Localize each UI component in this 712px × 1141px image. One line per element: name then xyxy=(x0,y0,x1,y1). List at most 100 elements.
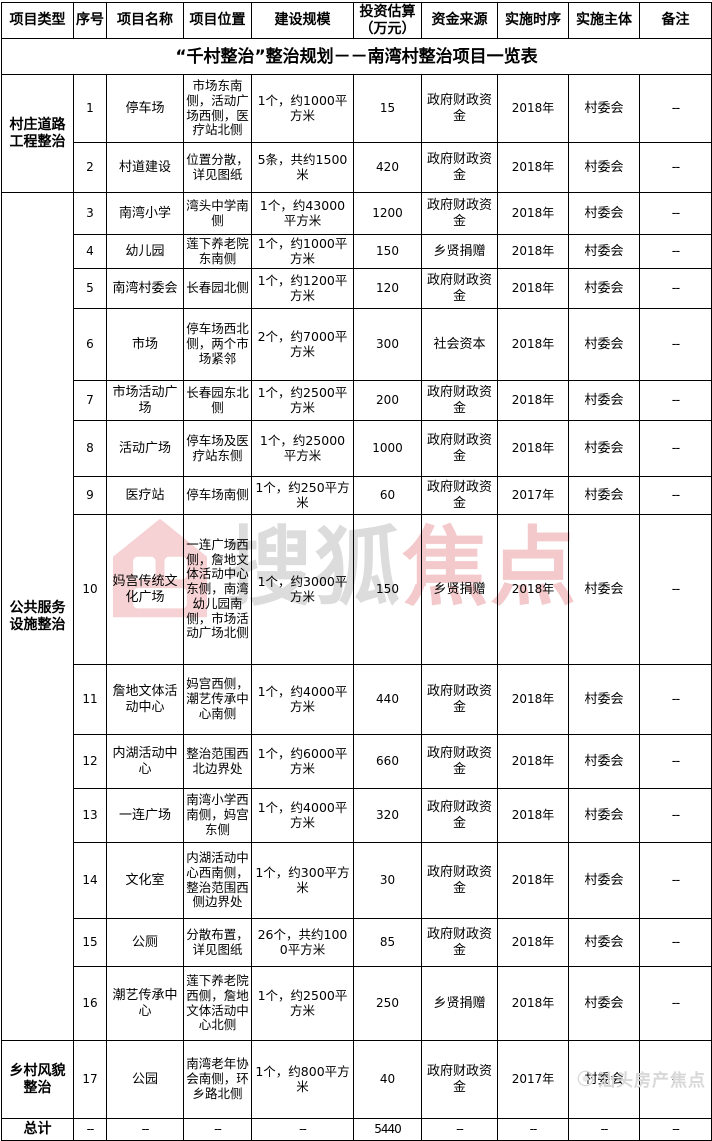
col-header-schedule: 实施时序 xyxy=(497,1,569,40)
cell-total-name: -- xyxy=(106,1118,184,1141)
cell-funding: 政府财政资金 xyxy=(421,420,498,478)
cell-name: 南湾小学 xyxy=(106,192,184,236)
cell-schedule: 2018年 xyxy=(497,514,569,666)
cell-index: 3 xyxy=(73,192,107,236)
cell-remark: -- xyxy=(639,308,712,382)
cell-scale: 5条，共约1500米 xyxy=(251,142,354,194)
cell-entity: 村委会 xyxy=(568,918,640,968)
cell-cost: 15 xyxy=(353,74,422,144)
cell-location: 分散布置，详见图纸 xyxy=(183,918,252,968)
cell-funding: 政府财政资金 xyxy=(421,74,498,144)
col-header-cost-line1: 投资估算 xyxy=(359,4,416,20)
cell-category: 村庄道路工程整治 xyxy=(1,74,74,194)
cell-funding: 政府财政资金 xyxy=(421,476,498,516)
cell-index: 13 xyxy=(73,788,107,844)
col-header-index: 序号 xyxy=(73,1,107,40)
cell-index: 12 xyxy=(73,734,107,790)
cell-entity: 村委会 xyxy=(568,308,640,382)
cell-scale: 1个，约6000平方米 xyxy=(251,734,354,790)
cell-entity: 村委会 xyxy=(568,788,640,844)
cell-scale: 1个，约4000平方米 xyxy=(251,788,354,844)
cell-name: 妈宫传统文化广场 xyxy=(106,514,184,666)
table-row: 公共服务设施整治 3 南湾小学 湾头中学南侧 1个，约43000平方米 1200 政府财政资… xyxy=(1,192,712,1042)
cell-schedule: 2018年 xyxy=(497,918,569,968)
cell-total-index: -- xyxy=(73,1118,107,1141)
cell-name: 一连广场 xyxy=(106,788,184,844)
cell-cost: 85 xyxy=(353,918,422,968)
cell-category: 公共服务设施整治 xyxy=(1,192,74,1042)
cell-schedule: 2018年 xyxy=(497,234,569,270)
cell-schedule: 2018年 xyxy=(497,192,569,236)
cell-cost: 440 xyxy=(353,664,422,736)
cell-location: 整治范围西北边界处 xyxy=(183,734,252,790)
cell-entity: 村委会 xyxy=(568,268,640,310)
cell-total-entity: -- xyxy=(568,1118,640,1141)
table-row: 5 南湾村委会 长春园北侧 1个，约1200平方米 120 政府财政资金 2018年 村委会 -… xyxy=(2,268,712,310)
cell-funding: 政府财政资金 xyxy=(421,918,498,968)
table-row: 15 公厕 分散布置，详见图纸 26个，共约1000平方米 85 政府财政资金 2018年村… xyxy=(2,918,712,968)
cell-index: 6 xyxy=(73,308,107,382)
cell-remark: -- xyxy=(639,142,712,194)
cell-name: 潮艺传承中心 xyxy=(106,966,184,1042)
col-header-location: 项目位置 xyxy=(183,1,252,40)
cell-funding: 政府财政资金 xyxy=(421,734,498,790)
cell-schedule: 2018年 xyxy=(497,268,569,310)
cell-location: 南湾老年协会南侧，环乡路北侧 xyxy=(183,1040,252,1120)
cell-index: 10 xyxy=(73,514,107,666)
cell-cost: 30 xyxy=(353,842,422,920)
col-header-funding: 资金来源 xyxy=(421,1,498,40)
col-header-remark: 备注 xyxy=(639,1,712,40)
cell-scale: 26个，共约1000平方米 xyxy=(251,918,354,968)
cell-location: 妈宫西侧，潮艺传承中心南侧 xyxy=(183,664,252,736)
cell-scale: 1个，约250平方米 xyxy=(251,476,354,516)
cell-schedule: 2018年 xyxy=(497,420,569,478)
cell-index: 5 xyxy=(73,268,107,310)
cell-index: 4 xyxy=(73,234,107,270)
cell-remark: -- xyxy=(639,966,712,1042)
cell-entity: 村委会 xyxy=(568,74,640,144)
cell-index: 16 xyxy=(73,966,107,1042)
cell-funding: 政府财政资金 xyxy=(421,142,498,194)
cell-scale: 1个，约2500平方米 xyxy=(251,966,354,1042)
cell-scale: 1个，约300平方米 xyxy=(251,842,354,920)
col-header-scale: 建设规模 xyxy=(251,1,354,40)
cell-scale: 1个，约1200平方米 xyxy=(251,268,354,310)
cell-category: 乡村风貌整治 xyxy=(1,1040,74,1120)
cell-cost: 200 xyxy=(353,380,422,422)
cell-total-funding: -- xyxy=(421,1118,498,1141)
table-row: 9 医疗站 停车场南侧 1个，约250平方米 60 政府财政资金 2017年 村委会 -- xyxy=(2,476,712,516)
cell-location: 停车场及医疗站东侧 xyxy=(183,420,252,478)
cell-scale: 1个，约25000平方米 xyxy=(251,420,354,478)
cell-entity: 村委会 xyxy=(568,234,640,270)
cell-index: 8 xyxy=(73,420,107,478)
cell-schedule: 2018年 xyxy=(497,788,569,844)
cell-name: 内湖活动中心 xyxy=(106,734,184,790)
cell-scale: 1个，约43000平方米 xyxy=(251,192,354,236)
cell-name: 南湾村委会 xyxy=(106,268,184,310)
page-title: “千村整治”整治规划－－南湾村整治项目一览表 xyxy=(1,38,712,76)
cell-scale: 1个，约4000平方米 xyxy=(251,664,354,736)
cell-remark: -- xyxy=(639,380,712,422)
cell-cost: 420 xyxy=(353,142,422,194)
col-header-category: 项目类型 xyxy=(1,1,74,40)
cell-scale: 1个，约800平方米 xyxy=(251,1040,354,1120)
cell-entity: 村委会 xyxy=(568,192,640,236)
cell-location: 一连广场西侧，詹地文体活动中心东侧，南湾幼儿园南侧，市场活动广场北侧 xyxy=(183,514,252,666)
cell-remark: -- xyxy=(639,734,712,790)
cell-schedule: 2018年 xyxy=(497,842,569,920)
cell-cost: 40 xyxy=(353,1040,422,1120)
cell-schedule: 2018年 xyxy=(497,74,569,144)
cell-remark: -- xyxy=(639,268,712,310)
cell-location: 莲下养老院东南侧 xyxy=(183,234,252,270)
cell-index: 7 xyxy=(73,380,107,422)
cell-location: 长春园东北侧 xyxy=(183,380,252,422)
col-header-cost: 投资估算 （万元） xyxy=(353,1,422,40)
cell-location: 停车场南侧 xyxy=(183,476,252,516)
cell-cost: 120 xyxy=(353,268,422,310)
cell-cost: 1200 xyxy=(353,192,422,236)
cell-remark: -- xyxy=(639,514,712,666)
cell-index: 2 xyxy=(73,142,107,194)
cell-entity: 村委会 xyxy=(568,380,640,422)
cell-remark: -- xyxy=(639,476,712,516)
table-row: 16 潮艺传承中心 莲下养老院西侧，詹地文体活动中心北侧 1个，约2500平方米 250… xyxy=(2,966,712,1042)
